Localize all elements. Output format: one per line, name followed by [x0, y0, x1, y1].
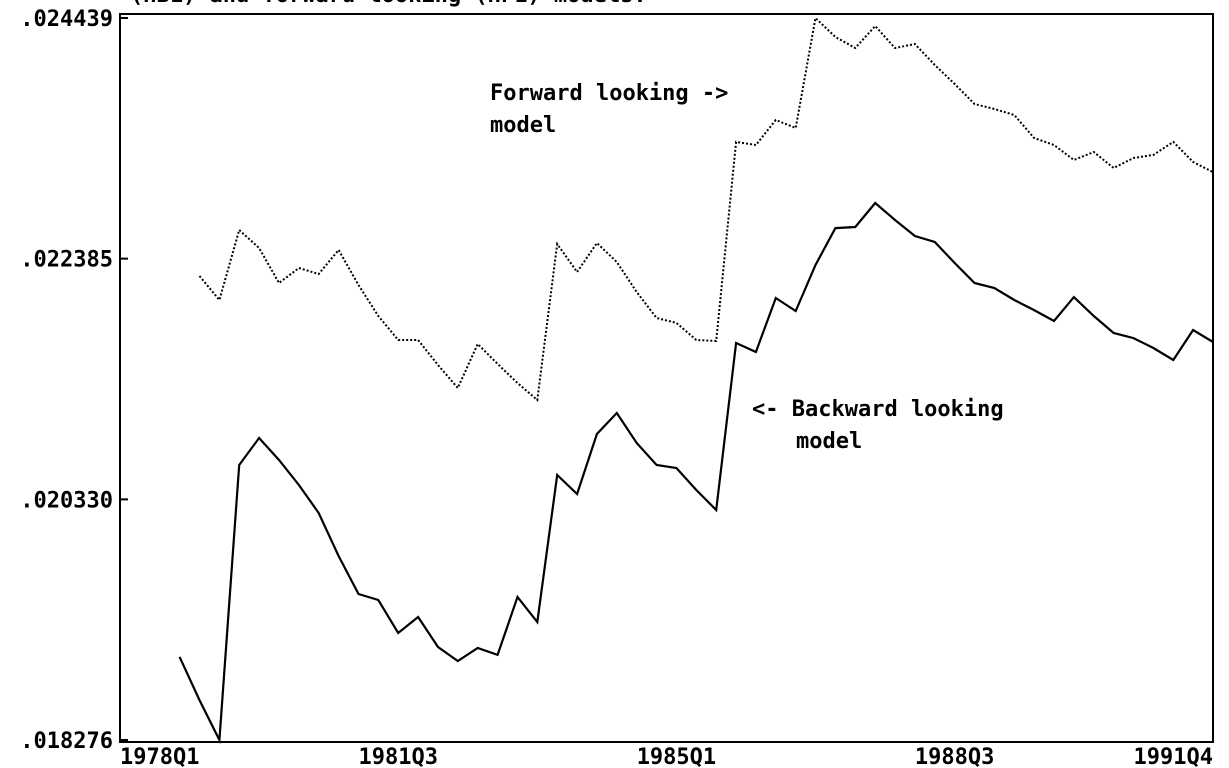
y-tick-label: .024439	[20, 7, 113, 32]
series-line	[178, 201, 1214, 745]
y-tick-label: .022385	[20, 248, 113, 273]
annotation: <- Backward looking	[752, 397, 1004, 422]
x-tick-label: 1988Q3	[915, 745, 994, 768]
chart-title: (HBL) and forward looking (HFL) models.	[130, 0, 647, 8]
x-tick-label: 1981Q3	[358, 745, 437, 768]
annotation: Forward looking ->	[490, 81, 728, 106]
series-line	[198, 15, 1214, 402]
y-tick-label: .018276	[20, 729, 113, 754]
x-tick-label: 1978Q1	[120, 745, 199, 768]
y-tick-label: .020330	[20, 488, 113, 513]
plot-frame	[119, 13, 1214, 743]
annotation: model	[796, 429, 862, 454]
x-tick-label: 1985Q1	[637, 745, 716, 768]
x-tick-label: 1991Q4	[1134, 745, 1213, 768]
annotation: model	[490, 113, 556, 138]
